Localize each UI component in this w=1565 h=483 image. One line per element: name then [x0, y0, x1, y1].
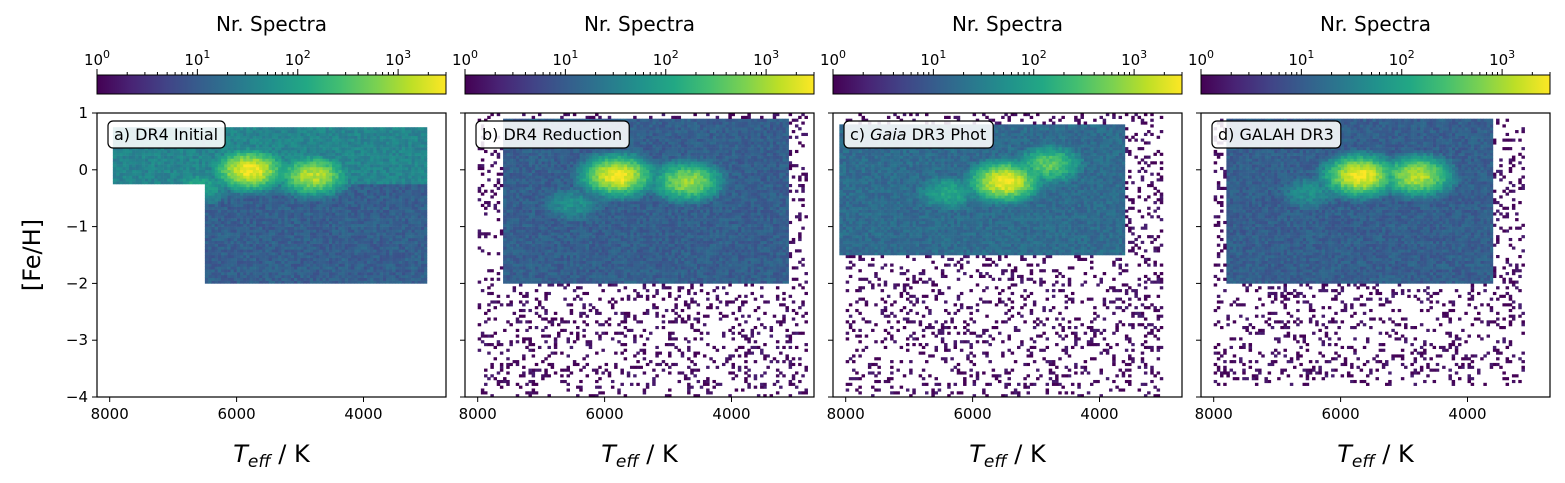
x-tick-label: 6000 — [1322, 405, 1360, 423]
colorbar-tick-label: 100 — [820, 48, 846, 69]
x-axis-subscript: eff — [1352, 452, 1376, 472]
x-axis-unit: / K — [271, 440, 311, 468]
colorbar-tick-label: 103 — [385, 48, 411, 69]
colorbar-tick-label: 100 — [452, 48, 478, 69]
colorbar-gradient — [464, 74, 815, 95]
panel-label-text: b) DR4 Reduction — [482, 125, 622, 144]
x-tick-label: 8000 — [1195, 405, 1233, 423]
panel-label-box — [107, 120, 226, 149]
colorbar-title: Nr. Spectra — [584, 12, 695, 36]
x-axis-subscript: eff — [984, 452, 1008, 472]
colorbar-title: Nr. Spectra — [1320, 12, 1431, 36]
panel-label: d) GALAH DR3 — [1211, 120, 1342, 149]
panel-label-italic: Gaia — [870, 125, 906, 144]
panel-label-box — [475, 120, 630, 149]
x-tick-label: 8000 — [459, 405, 497, 423]
colorbar-tick-label: 101 — [920, 48, 946, 69]
panel-label-prefix: c) — [850, 125, 870, 144]
colorbar-tick-label: 102 — [285, 48, 311, 69]
panel-label-box — [1211, 120, 1342, 149]
x-tick-label: 6000 — [586, 405, 624, 423]
x-axis-label: Teff / K — [969, 440, 1047, 472]
colorbar-tick-label: 102 — [653, 48, 679, 69]
colorbar-title: Nr. Spectra — [952, 12, 1063, 36]
colorbar-gradient — [1200, 74, 1551, 95]
x-tick-label: 6000 — [954, 405, 992, 423]
axes-frame — [832, 112, 1183, 398]
y-tick-label: −3 — [66, 331, 88, 349]
x-axis-unit: / K — [639, 440, 679, 468]
panel-1: 8000 6000 4000 1 0 −1 −2 −3 −4 Teff / K [Fe/H] a) D… — [18, 12, 447, 472]
panel-label: a) DR4 Initial — [107, 120, 226, 149]
colorbar-gradient — [832, 74, 1183, 95]
axes-frame — [1200, 112, 1551, 398]
x-axis-symbol: T — [601, 440, 618, 468]
colorbar-tick-label: 100 — [84, 48, 110, 69]
panel-label: c) Gaia DR3 Phot — [843, 120, 994, 149]
y-tick-label: −4 — [66, 388, 88, 406]
colorbar: 100 101 102 103 Nr. Spectra — [1188, 12, 1551, 95]
colorbar: 100 101 102 103 Nr. Spectra — [820, 12, 1183, 95]
colorbar-tick-label: 103 — [1489, 48, 1515, 69]
colorbar-tick-label: 101 — [1288, 48, 1314, 69]
x-axis-subscript: eff — [248, 452, 272, 472]
colorbar-tick-label: 103 — [1121, 48, 1147, 69]
heatmap-cells — [1213, 118, 1525, 386]
colorbar-tick-label: 103 — [753, 48, 779, 69]
x-tick-label: 4000 — [344, 405, 382, 423]
colorbar: 100 101 102 103 Nr. Spectra — [452, 12, 815, 95]
panel-label: b) DR4 Reduction — [475, 120, 630, 149]
x-tick-label: 4000 — [1080, 405, 1118, 423]
panel-label-box — [843, 120, 994, 149]
heatmap-cells — [112, 127, 428, 284]
x-axis-symbol: T — [233, 440, 250, 468]
y-tick-label: 1 — [78, 104, 88, 122]
x-tick-label: 4000 — [712, 405, 750, 423]
x-axis-unit: / K — [1007, 440, 1047, 468]
x-axis-unit: / K — [1375, 440, 1415, 468]
x-tick-label: 8000 — [827, 405, 865, 423]
panel-label-text: c) Gaia DR3 Phot — [850, 125, 986, 144]
y-tick-label: 0 — [78, 161, 88, 179]
colorbar-tick-label: 100 — [1188, 48, 1214, 69]
panel-label-text: a) DR4 Initial — [114, 125, 218, 144]
colorbar: 100 101 102 103 Nr. Spectra — [84, 12, 447, 95]
panel-label-text: d) GALAH DR3 — [1218, 125, 1334, 144]
colorbar-tick-label: 101 — [184, 48, 210, 69]
x-tick-label: 4000 — [1448, 405, 1486, 423]
colorbar-tick-label: 101 — [552, 48, 578, 69]
colorbar-tick-label: 102 — [1389, 48, 1415, 69]
panel-label-suffix: DR3 Phot — [907, 125, 987, 144]
x-tick-label: 8000 — [91, 405, 129, 423]
colorbar-gradient — [96, 74, 447, 95]
y-axis-label: [Fe/H] — [18, 219, 46, 291]
x-axis-label: Teff / K — [233, 440, 311, 472]
x-axis-symbol: T — [1337, 440, 1354, 468]
x-axis-subscript: eff — [616, 452, 640, 472]
x-tick-label: 6000 — [218, 405, 256, 423]
heatmap-cells — [477, 113, 808, 398]
colorbar-title: Nr. Spectra — [216, 12, 327, 36]
y-tick-label: −1 — [66, 218, 88, 236]
axes-frame — [464, 112, 815, 398]
x-axis-label: Teff / K — [601, 440, 679, 472]
x-axis-symbol: T — [969, 440, 986, 468]
x-axis-label: Teff / K — [1337, 440, 1415, 472]
axes-frame — [96, 112, 447, 398]
heatmap-cells — [839, 113, 1164, 398]
y-tick-label: −2 — [66, 274, 88, 292]
colorbar-tick-label: 102 — [1021, 48, 1047, 69]
